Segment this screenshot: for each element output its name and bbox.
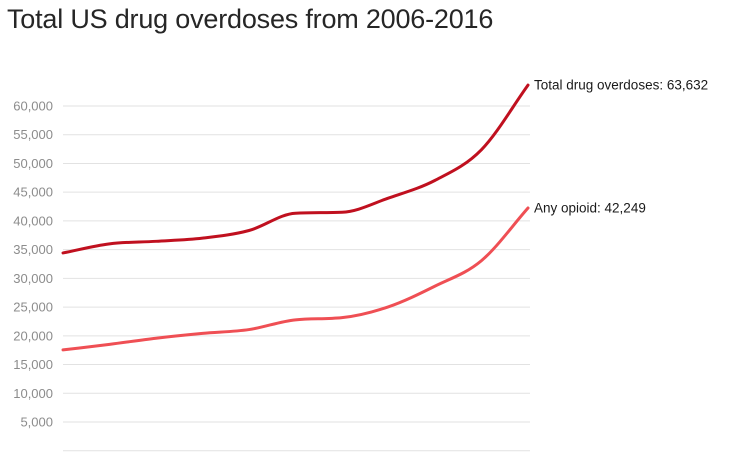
y-tick-label: 35,000 xyxy=(13,242,53,257)
y-tick-label: 60,000 xyxy=(13,99,53,114)
series-end-label: Total drug overdoses: 63,632 xyxy=(534,78,708,93)
y-tick-label: 15,000 xyxy=(13,357,53,372)
gridlines xyxy=(63,106,530,451)
series-line xyxy=(63,85,528,253)
line-chart: 5,000 10,000 15,000 20,000 25,000 30,000 35,00… xyxy=(0,0,730,456)
series-end-labels: Total drug overdoses: 63,632 Any opioid: … xyxy=(534,78,708,216)
series-end-label: Any opioid: 42,249 xyxy=(534,200,646,215)
series-lines xyxy=(63,85,528,350)
y-tick-label: 10,000 xyxy=(13,386,53,401)
y-axis-tick-labels: 5,000 10,000 15,000 20,000 25,000 30,000 35,00… xyxy=(13,99,53,430)
y-tick-label: 5,000 xyxy=(20,415,53,430)
y-tick-label: 55,000 xyxy=(13,127,53,142)
y-tick-label: 20,000 xyxy=(13,328,53,343)
y-tick-label: 50,000 xyxy=(13,156,53,171)
y-tick-label: 25,000 xyxy=(13,300,53,315)
y-tick-label: 30,000 xyxy=(13,271,53,286)
series-line xyxy=(63,208,528,350)
y-tick-label: 40,000 xyxy=(13,213,53,228)
y-tick-label: 45,000 xyxy=(13,185,53,200)
